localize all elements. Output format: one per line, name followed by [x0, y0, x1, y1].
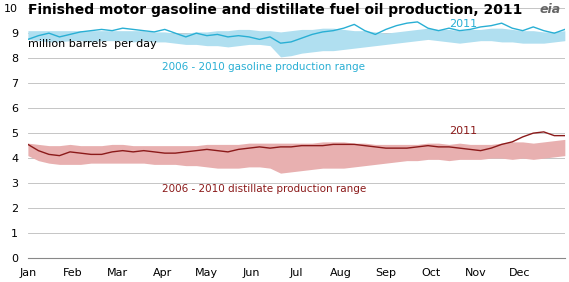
Text: 2006 - 2010 distillate production range: 2006 - 2010 distillate production range: [162, 184, 366, 194]
Text: 2006 - 2010 gasoline production range: 2006 - 2010 gasoline production range: [162, 62, 365, 72]
Text: million barrels  per day: million barrels per day: [28, 39, 156, 49]
Text: Finished motor gasoline and distillate fuel oil production, 2011: Finished motor gasoline and distillate f…: [28, 3, 522, 17]
Text: 2011: 2011: [449, 126, 477, 136]
Text: 2011: 2011: [449, 19, 477, 29]
Text: eia: eia: [539, 3, 560, 16]
